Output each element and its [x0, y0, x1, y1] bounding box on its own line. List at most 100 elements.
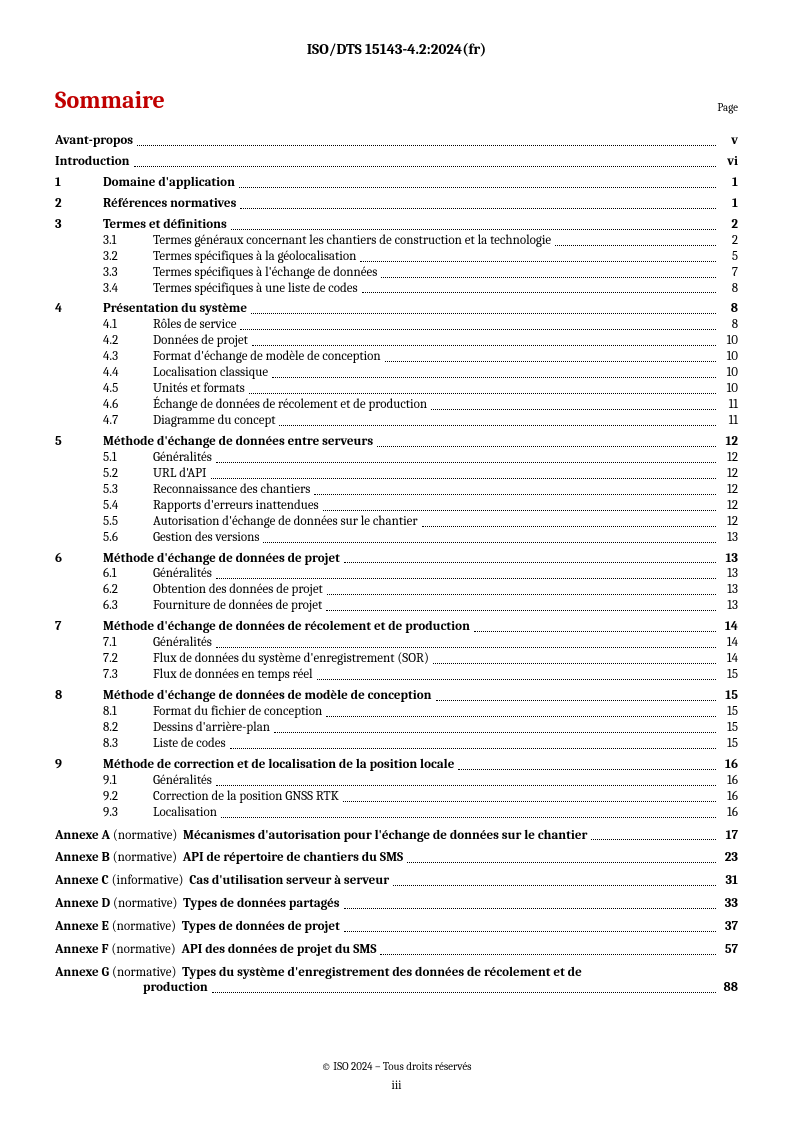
dot-leader: [212, 992, 716, 993]
toc-entry-label: Flux de données du système d'enregistrem…: [153, 652, 429, 667]
dot-leader: [137, 145, 716, 146]
toc-subsection-row: 3.4Termes spécifiques à une liste de cod…: [55, 282, 738, 297]
dot-leader: [240, 329, 716, 330]
toc-entry-label: Annexe A (normative) Mécanismes d'autori…: [55, 829, 587, 844]
annex-title: Cas d'utilisation serveur à serveur: [184, 873, 390, 888]
toc-entry-page: 16: [720, 806, 738, 821]
toc-subsection-row: 4.3Format d'échange de modèle de concept…: [55, 350, 738, 365]
toc-entry-page: 15: [720, 705, 738, 720]
toc-entry-label: Gestion des versions: [153, 531, 259, 546]
toc-subsection-number: 6.3: [103, 599, 153, 614]
toc-entry-label: Termes généraux concernant les chantiers…: [153, 234, 551, 249]
toc-subsection-number: 8.3: [103, 737, 153, 752]
toc-entry-label: Reconnaissance des chantiers: [153, 483, 310, 498]
toc-subsection-number: 4.3: [103, 350, 153, 365]
toc-subsection-number: 4.2: [103, 334, 153, 349]
toc-subsection-number: 3.4: [103, 282, 153, 297]
toc-subsection-row: 8.3Liste de codes15: [55, 737, 738, 752]
toc-subsection-row: 3.3Termes spécifiques à l'échange de don…: [55, 266, 738, 281]
dot-leader: [326, 716, 716, 717]
toc-entry-page: 12: [720, 483, 738, 498]
toc-subsection-number: 4.7: [103, 414, 153, 429]
toc-entry-label: Généralités: [153, 636, 212, 651]
dot-leader: [240, 208, 716, 209]
annex-title: Types de données partagés: [177, 896, 339, 911]
annex-kind: (normative): [113, 828, 177, 843]
annex-title: Types de données de projet: [176, 919, 340, 934]
toc-section-row: 8Méthode d'échange de données de modèle …: [55, 689, 738, 704]
dot-leader: [314, 494, 716, 495]
toc-entry-label: Méthode d'échange de données de projet: [103, 552, 340, 567]
toc-entry-page: 16: [720, 758, 738, 773]
toc-front-matter-row: Avant-proposv: [55, 134, 738, 149]
toc-subsection-number: 3.3: [103, 266, 153, 281]
toc-entry-page: 14: [720, 620, 738, 635]
annex-title: Mécanismes d'autorisation pour l'échange…: [177, 828, 587, 843]
toc-entry-page: 8: [720, 318, 738, 333]
toc-entry-label: Format du fichier de conception: [153, 705, 322, 720]
toc-entry-page: 8: [720, 302, 738, 317]
dot-leader: [231, 229, 716, 230]
toc-subsection-number: 8.2: [103, 721, 153, 736]
toc-entry-label: Généralités: [153, 567, 212, 582]
toc-entry-page: 12: [720, 435, 738, 450]
toc-section-row: 1Domaine d'application1: [55, 176, 738, 191]
toc-entry-label: Généralités: [153, 774, 212, 789]
annex-letter: Annexe E: [55, 919, 112, 934]
toc-entry-label: Fourniture de données de projet: [153, 599, 322, 614]
toc-entry-label: Annexe B (normative) API de répertoire d…: [55, 851, 403, 866]
toc-annex-row: Annexe G (normative) Types du système d'…: [55, 966, 738, 996]
toc-subsection-number: 8.1: [103, 705, 153, 720]
toc-subsection-row: 7.2Flux de données du système d'enregist…: [55, 652, 738, 667]
toc-subsection-row: 5.2URL d'API12: [55, 467, 738, 482]
dot-leader: [436, 700, 717, 701]
toc-entry-page: 17: [720, 829, 738, 844]
annex-letter: Annexe B: [55, 850, 113, 865]
toc-entry-label: Références normatives: [103, 197, 236, 212]
toc-section-number: 6: [55, 552, 103, 567]
toc-entry-page: 31: [720, 874, 738, 889]
toc-title: Sommaire: [55, 86, 165, 114]
toc-entry-page: 10: [720, 366, 738, 381]
toc-subsection-number: 7.3: [103, 668, 153, 683]
toc-entry-label: Domaine d'application: [103, 176, 235, 191]
toc-annex-row: Annexe E (normative) Types de données de…: [55, 920, 738, 935]
toc-entry-label: Méthode d'échange de données de modèle d…: [103, 689, 432, 704]
dot-leader: [274, 732, 716, 733]
dot-leader: [591, 839, 716, 840]
toc-entry-label: Obtention des données de projet: [153, 583, 323, 598]
toc-subsection-row: 6.1Généralités13: [55, 567, 738, 582]
annex-kind: (normative): [113, 850, 177, 865]
toc-section-row: 3Termes et définitions2: [55, 218, 738, 233]
dot-leader: [327, 594, 716, 595]
toc-section-number: 7: [55, 620, 103, 635]
toc-entry-label: Annexe E (normative) Types de données de…: [55, 920, 340, 935]
toc-subsection-number: 3.2: [103, 250, 153, 265]
toc-entry-label: Termes et définitions: [103, 218, 227, 233]
dot-leader: [344, 908, 716, 909]
toc-entry-label: Annexe D (normative) Types de données pa…: [55, 897, 340, 912]
toc-entry-page: 13: [720, 567, 738, 582]
toc-section-row: 6Méthode d'échange de données de projet1…: [55, 552, 738, 567]
dot-leader: [380, 954, 716, 955]
toc-section-row: 4Présentation du système8: [55, 302, 738, 317]
dot-leader: [422, 526, 716, 527]
annex-kind: (normative): [113, 896, 177, 911]
dot-leader: [555, 245, 716, 246]
toc-entry-page: 37: [720, 920, 738, 935]
toc-subsection-row: 3.2Termes spécifiques à la géolocalisati…: [55, 250, 738, 265]
toc-subsection-number: 5.4: [103, 499, 153, 514]
toc-front-matter-row: Introductionvi: [55, 155, 738, 170]
toc-subsection-row: 4.2Données de projet10: [55, 334, 738, 349]
toc-entry-label: Liste de codes: [153, 737, 226, 752]
toc-subsection-number: 4.5: [103, 382, 153, 397]
page-number: iii: [0, 1078, 793, 1092]
toc-entry-page: 13: [720, 531, 738, 546]
toc-subsection-number: 5.5: [103, 515, 153, 530]
toc-subsection-row: 9.1Généralités16: [55, 774, 738, 789]
toc-entry-page: 1: [720, 176, 738, 191]
dot-leader: [344, 931, 716, 932]
toc-subsection-number: 4.1: [103, 318, 153, 333]
toc-subsection-number: 5.3: [103, 483, 153, 498]
toc-section-number: 3: [55, 218, 103, 233]
